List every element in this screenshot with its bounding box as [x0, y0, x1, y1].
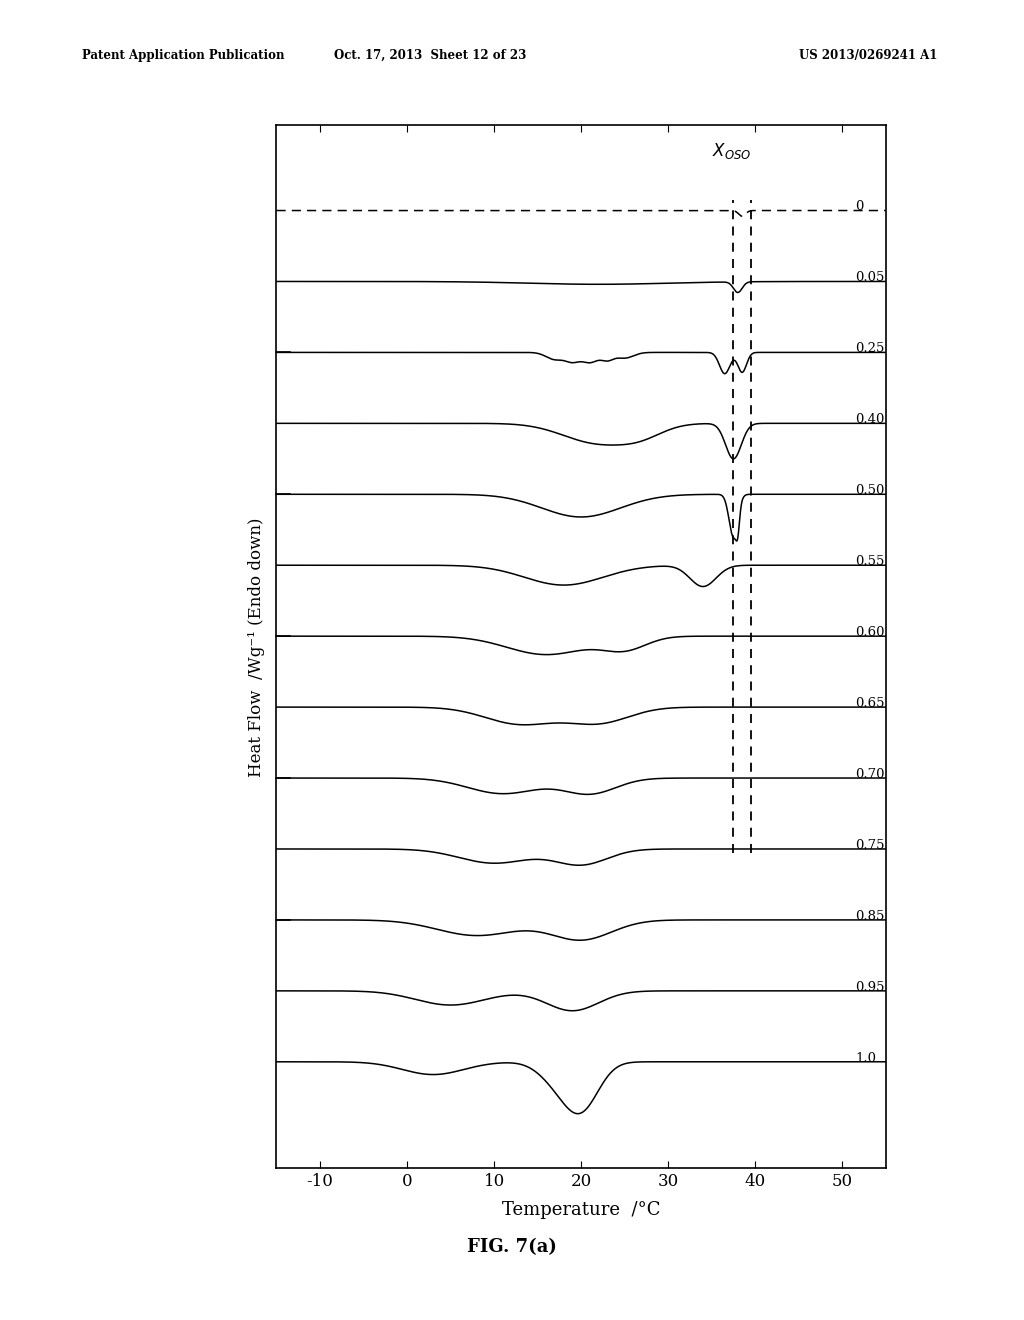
Text: 0.65: 0.65 [855, 697, 885, 710]
Text: $X_{OSO}$: $X_{OSO}$ [712, 141, 751, 161]
Text: 0.85: 0.85 [855, 909, 885, 923]
Text: 0.55: 0.55 [855, 556, 885, 568]
Y-axis label: Heat Flow  /Wg⁻¹ (Endo down): Heat Flow /Wg⁻¹ (Endo down) [249, 517, 265, 776]
Text: 0.75: 0.75 [855, 840, 885, 851]
Text: 0.40: 0.40 [855, 413, 885, 426]
X-axis label: Temperature  /°C: Temperature /°C [502, 1201, 660, 1220]
Text: 0.70: 0.70 [855, 768, 885, 781]
Text: 0: 0 [855, 201, 863, 214]
Text: 0.60: 0.60 [855, 626, 885, 639]
Text: Patent Application Publication: Patent Application Publication [82, 49, 285, 62]
Text: US 2013/0269241 A1: US 2013/0269241 A1 [799, 49, 937, 62]
Text: FIG. 7(a): FIG. 7(a) [467, 1238, 557, 1257]
Text: 1.0: 1.0 [855, 1052, 877, 1065]
Text: 0.05: 0.05 [855, 272, 885, 284]
Text: 0.95: 0.95 [855, 981, 885, 994]
Text: 0.50: 0.50 [855, 484, 885, 498]
Text: 0.25: 0.25 [855, 342, 885, 355]
Text: Oct. 17, 2013  Sheet 12 of 23: Oct. 17, 2013 Sheet 12 of 23 [334, 49, 526, 62]
